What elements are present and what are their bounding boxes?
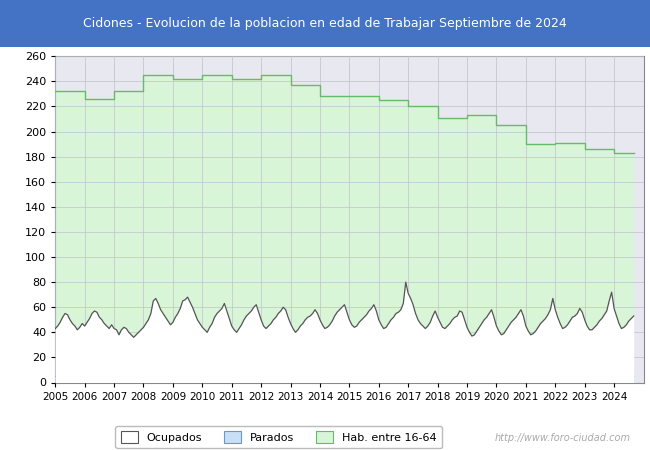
Text: http://www.foro-ciudad.com: http://www.foro-ciudad.com — [495, 433, 630, 443]
Legend: Ocupados, Parados, Hab. entre 16-64: Ocupados, Parados, Hab. entre 16-64 — [116, 426, 442, 448]
Text: Cidones - Evolucion de la poblacion en edad de Trabajar Septiembre de 2024: Cidones - Evolucion de la poblacion en e… — [83, 17, 567, 30]
